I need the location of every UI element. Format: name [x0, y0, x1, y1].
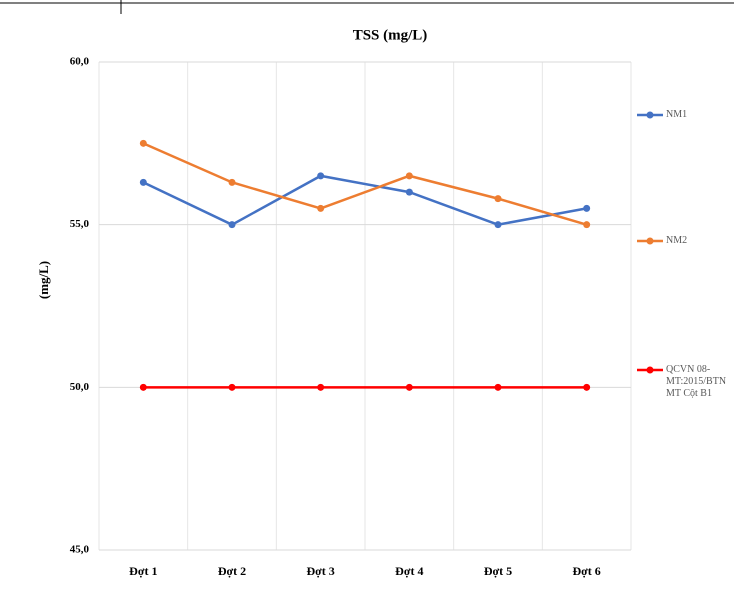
- point: [583, 221, 591, 229]
- point: [228, 178, 236, 186]
- y-tick-label: 55,0: [70, 218, 90, 230]
- legend-swatch-dot: [646, 237, 654, 245]
- y-axis-label: (mg/L): [36, 261, 51, 299]
- point: [139, 178, 147, 186]
- point: [405, 172, 413, 180]
- point: [494, 195, 502, 203]
- point: [583, 204, 591, 212]
- chart-title: TSS (mg/L): [353, 27, 428, 43]
- x-tick-label: Đợt 2: [218, 564, 246, 578]
- point: [405, 383, 413, 391]
- point: [228, 221, 236, 229]
- legend-swatch-dot: [646, 111, 654, 119]
- point: [139, 383, 147, 391]
- legend-swatch-dot: [646, 366, 654, 374]
- y-tick-label: 45,0: [70, 544, 90, 556]
- legend-label: NM2: [666, 235, 688, 246]
- legend-label: NM1: [666, 109, 688, 120]
- x-tick-label: Đợt 3: [307, 564, 335, 578]
- point: [228, 383, 236, 391]
- y-tick-label: 60,0: [70, 56, 90, 68]
- series-line: [142, 142, 588, 226]
- y-tick-label: 50,0: [70, 381, 90, 393]
- point: [317, 172, 325, 180]
- point: [317, 383, 325, 391]
- point: [139, 139, 147, 147]
- x-tick-label: Đợt 5: [484, 564, 512, 578]
- point: [405, 188, 413, 196]
- x-tick-label: Đợt 6: [573, 564, 601, 578]
- point: [583, 383, 591, 391]
- legend-label: QCVN 08-MT:2015/BTNMT Cột B1: [666, 364, 727, 399]
- x-tick-label: Đợt 1: [129, 564, 157, 578]
- point: [494, 221, 502, 229]
- point: [317, 204, 325, 212]
- point: [494, 383, 502, 391]
- series-line: [142, 174, 587, 227]
- x-tick-label: Đợt 4: [395, 564, 423, 578]
